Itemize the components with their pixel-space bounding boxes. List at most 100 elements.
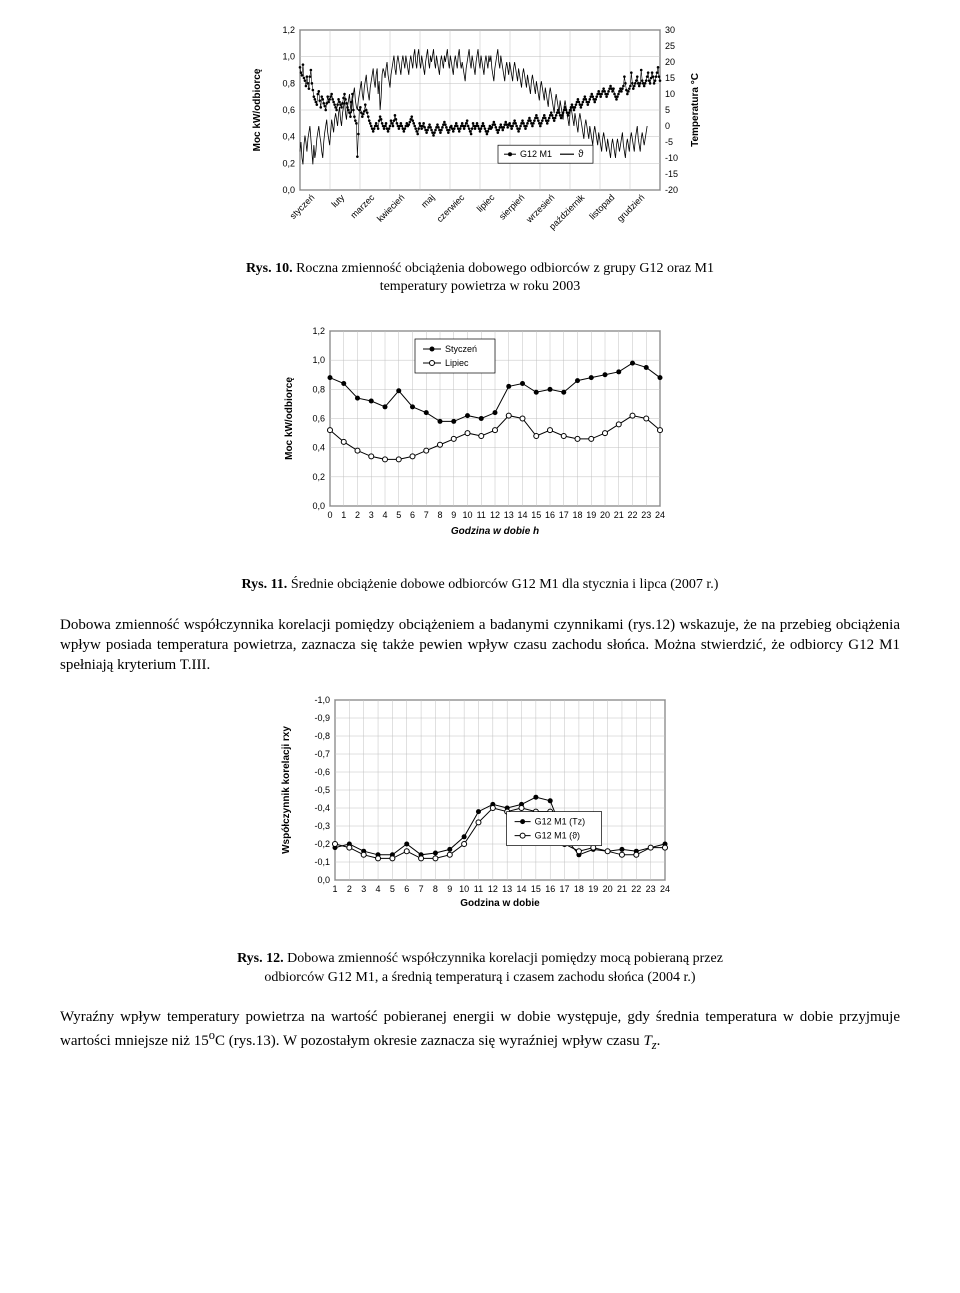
svg-text:16: 16 [545,510,555,520]
svg-text:6: 6 [410,510,415,520]
svg-text:1,0: 1,0 [282,52,295,62]
svg-text:24: 24 [660,884,670,894]
svg-text:lipiec: lipiec [475,192,497,214]
svg-text:21: 21 [614,510,624,520]
figure-12-caption: Rys. 12. Dobowa zmienność współczynnika … [230,950,730,986]
svg-text:11: 11 [474,884,483,894]
svg-text:0,0: 0,0 [317,875,330,885]
svg-text:0,8: 0,8 [282,78,295,88]
svg-text:15: 15 [531,884,541,894]
svg-text:17: 17 [560,884,570,894]
figure-11: 0,00,20,40,60,81,01,20123456789101112131… [270,316,690,561]
figure-12: 0,0-0,1-0,2-0,3-0,4-0,5-0,6-0,7-0,8-0,9-… [265,690,695,935]
svg-text:0: 0 [327,510,332,520]
svg-text:9: 9 [447,884,452,894]
svg-text:1: 1 [341,510,346,520]
svg-text:czerwiec: czerwiec [435,192,467,224]
svg-text:0,2: 0,2 [282,158,295,168]
svg-text:10: 10 [459,884,469,894]
svg-text:G12 M1 (Tz): G12 M1 (Tz) [535,817,586,827]
svg-text:1: 1 [332,884,337,894]
svg-text:6: 6 [404,884,409,894]
svg-text:kwiecień: kwiecień [375,192,406,223]
svg-text:styczeń: styczeń [288,192,317,221]
svg-text:12: 12 [490,510,500,520]
chart-11-svg: 0,00,20,40,60,81,01,20123456789101112131… [270,316,690,556]
svg-text:30: 30 [665,25,675,35]
svg-text:9: 9 [451,510,456,520]
svg-text:0,0: 0,0 [312,501,325,511]
svg-text:-0,8: -0,8 [314,731,330,741]
svg-text:7: 7 [419,884,424,894]
svg-text:-0,7: -0,7 [314,749,330,759]
svg-text:-0,4: -0,4 [314,803,330,813]
svg-text:17: 17 [559,510,569,520]
paragraph-2: Wyraźny wpływ temperatury powietrza na w… [60,1007,900,1054]
svg-text:13: 13 [502,884,512,894]
svg-text:0,6: 0,6 [282,105,295,115]
svg-text:19: 19 [586,510,596,520]
svg-text:-20: -20 [665,185,678,195]
svg-text:23: 23 [641,510,651,520]
svg-text:0,6: 0,6 [312,414,325,424]
svg-text:luty: luty [329,192,346,209]
svg-text:grudzień: grudzień [615,192,646,223]
svg-text:Godzina w dobie: Godzina w dobie [460,898,540,909]
svg-text:1,2: 1,2 [312,326,325,336]
svg-text:16: 16 [545,884,555,894]
svg-text:G12 M1: G12 M1 [520,149,552,159]
svg-text:0: 0 [665,121,670,131]
svg-text:ϑ: ϑ [578,149,584,160]
svg-text:1,0: 1,0 [312,356,325,366]
para2-end: . [657,1033,661,1049]
svg-text:2: 2 [347,884,352,894]
svg-text:listopad: listopad [587,192,616,221]
svg-text:0,2: 0,2 [312,472,325,482]
svg-text:12: 12 [488,884,498,894]
svg-text:0,4: 0,4 [282,132,295,142]
svg-text:-15: -15 [665,169,678,179]
svg-text:8: 8 [437,510,442,520]
svg-text:0,0: 0,0 [282,185,295,195]
fig12-prefix: Rys. 12. [237,951,284,966]
fig11-prefix: Rys. 11. [242,577,288,592]
para2-tz: T [643,1033,651,1049]
svg-text:2: 2 [355,510,360,520]
svg-text:22: 22 [627,510,637,520]
svg-text:15: 15 [665,73,675,83]
svg-text:-0,1: -0,1 [314,857,330,867]
svg-text:18: 18 [574,884,584,894]
fig10-caption-text: Roczna zmienność obciążenia dobowego odb… [296,261,714,294]
svg-text:1,2: 1,2 [282,25,295,35]
svg-text:Moc kW/odbiorcę: Moc kW/odbiorcę [252,68,263,151]
svg-text:-0,2: -0,2 [314,839,330,849]
svg-text:5: 5 [390,884,395,894]
paragraph-1: Dobowa zmienność współczynnika korelacji… [60,615,900,676]
chart-12-svg: 0,0-0,1-0,2-0,3-0,4-0,5-0,6-0,7-0,8-0,9-… [265,690,695,930]
svg-text:18: 18 [572,510,582,520]
svg-text:24: 24 [655,510,665,520]
svg-text:Lipiec: Lipiec [445,358,469,368]
svg-text:20: 20 [603,884,613,894]
svg-text:25: 25 [665,41,675,51]
svg-text:8: 8 [433,884,438,894]
svg-text:14: 14 [517,510,527,520]
svg-text:-10: -10 [665,153,678,163]
svg-text:23: 23 [646,884,656,894]
svg-text:4: 4 [376,884,381,894]
svg-text:-0,9: -0,9 [314,713,330,723]
svg-text:-0,3: -0,3 [314,821,330,831]
svg-text:4: 4 [382,510,387,520]
svg-text:5: 5 [396,510,401,520]
svg-text:20: 20 [600,510,610,520]
svg-text:-0,5: -0,5 [314,785,330,795]
fig11-caption-text: Średnie obciążenie dobowe odbiorców G12 … [291,577,719,592]
figure-10: 0,00,20,40,60,81,01,2-20-15-10-505101520… [240,20,720,245]
chart-10-svg: 0,00,20,40,60,81,01,2-20-15-10-505101520… [240,20,720,240]
fig10-prefix: Rys. 10. [246,261,293,276]
svg-text:21: 21 [617,884,627,894]
svg-text:sierpień: sierpień [497,192,526,221]
svg-text:22: 22 [631,884,641,894]
para2-text-2: C (rys.13). W pozostałym okresie zaznacz… [215,1033,643,1049]
svg-text:0,4: 0,4 [312,443,325,453]
